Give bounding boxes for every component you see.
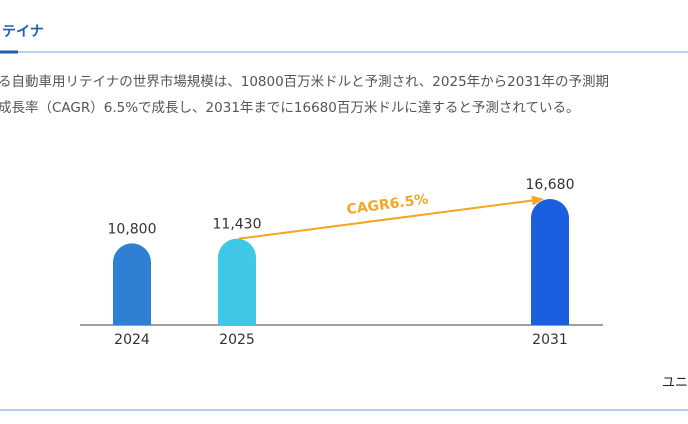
- value-label: 16,680: [526, 177, 575, 193]
- bar: [218, 238, 256, 325]
- cagr-arrow-head: [531, 195, 544, 206]
- x-tick-label: 2024: [114, 332, 150, 348]
- cagr-annotation: CAGR6.5%: [346, 192, 430, 218]
- paragraph-line: る自動車用リテイナの世界市場規模は、10800百万米ドルと予測され、2025年か…: [0, 73, 609, 90]
- paragraph-line: 成長率（CAGR）6.5%で成長し、2031年までに16680百万米ドルに達する…: [0, 99, 579, 116]
- x-tick-label: 2031: [532, 332, 568, 348]
- section-title: テイナ: [2, 24, 44, 40]
- bar: [113, 243, 151, 325]
- x-tick-label: 2025: [219, 332, 255, 348]
- bar: [531, 199, 569, 325]
- value-label: 10,800: [108, 221, 157, 237]
- value-label: 11,430: [213, 217, 262, 233]
- cagr-arrow: [238, 199, 537, 240]
- footer-note: ユニ: [662, 376, 688, 391]
